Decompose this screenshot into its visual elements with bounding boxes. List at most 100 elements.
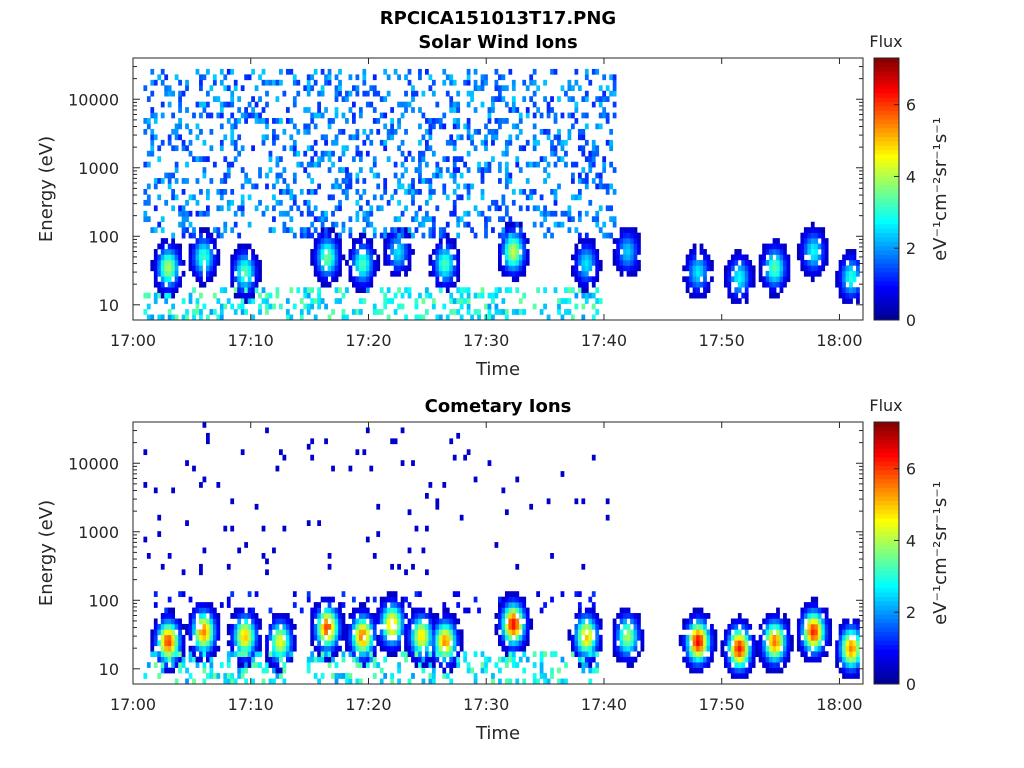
- spectrogram-cell: [341, 112, 346, 119]
- spectrogram-cell: [598, 259, 603, 266]
- spectrogram-cell: [772, 287, 777, 294]
- spectrogram-cell: [355, 281, 360, 288]
- spectrogram-cell: [365, 150, 370, 157]
- spectrogram-cell: [386, 645, 391, 652]
- spectrogram-cell: [181, 623, 186, 630]
- spectrogram-cell: [310, 656, 315, 663]
- spectrogram-cell: [786, 645, 791, 652]
- spectrogram-cell: [588, 292, 593, 299]
- spectrogram-cell: [428, 74, 433, 81]
- spectrogram-cell: [247, 613, 252, 619]
- spectrogram-cell: [192, 259, 196, 266]
- spectrogram-cell: [564, 210, 568, 217]
- spectrogram-cell: [199, 210, 203, 217]
- spectrogram-cell: [244, 172, 249, 179]
- spectrogram-cell: [706, 634, 711, 641]
- spectrogram-cell: [842, 292, 846, 299]
- spectrogram-cell: [313, 189, 318, 195]
- spectrogram-cell: [160, 281, 165, 288]
- spectrogram-cell: [498, 243, 502, 250]
- spectrogram-cell: [157, 243, 162, 250]
- spectrogram-cell: [226, 68, 231, 75]
- spectrogram-cell: [324, 150, 328, 157]
- spectrogram-cell: [588, 645, 593, 652]
- spectrogram-cell: [803, 270, 808, 277]
- spectrogram-cell: [418, 651, 422, 658]
- spectrogram-cell: [449, 265, 454, 272]
- spectrogram-cell: [272, 134, 276, 141]
- spectrogram-cell: [199, 651, 203, 658]
- spectrogram-cell: [532, 189, 537, 195]
- spectrogram-cell: [501, 613, 506, 619]
- spectrogram-cell: [365, 536, 370, 543]
- spectrogram-cell: [365, 645, 370, 652]
- spectrogram-cell: [355, 178, 360, 184]
- spectrogram-cell: [317, 183, 322, 190]
- spectrogram-cell: [790, 645, 794, 652]
- spectrogram-cell: [758, 634, 763, 641]
- spectrogram-cell: [237, 118, 242, 124]
- spectrogram-cell: [633, 629, 638, 636]
- spectrogram-cell: [334, 254, 339, 261]
- spectrogram-cell: [265, 667, 269, 674]
- spectrogram-cell: [404, 227, 408, 233]
- spectrogram-cell: [769, 276, 773, 283]
- spectrogram-cell: [324, 613, 328, 619]
- spectrogram-cell: [167, 139, 172, 146]
- spectrogram-cell: [206, 629, 210, 636]
- spectrogram-cell: [258, 634, 262, 641]
- spectrogram-cell: [400, 613, 405, 619]
- spectrogram-cell: [164, 270, 169, 277]
- y-tick-label: 1000: [78, 159, 119, 178]
- spectrogram-cell: [515, 238, 520, 244]
- spectrogram-cell: [153, 591, 158, 597]
- spectrogram-cell: [584, 281, 589, 288]
- spectrogram-cell: [313, 254, 318, 261]
- spectrogram-cell: [498, 596, 502, 603]
- y-tick-label: 100: [88, 227, 119, 246]
- spectrogram-cell: [630, 634, 634, 641]
- spectrogram-cell: [466, 292, 471, 299]
- spectrogram-cell: [550, 651, 554, 658]
- spectrogram-cell: [397, 183, 401, 190]
- spectrogram-cell: [428, 662, 433, 668]
- spectrogram-cell: [418, 607, 422, 614]
- spectrogram-cell: [338, 79, 342, 86]
- spectrogram-cell: [352, 259, 356, 266]
- spectrogram-cell: [164, 90, 169, 97]
- spectrogram-cell: [459, 645, 464, 652]
- spectrogram-cell: [167, 618, 172, 625]
- spectrogram-cell: [633, 656, 638, 663]
- spectrogram-cell: [324, 74, 328, 81]
- spectrogram-cell: [543, 651, 547, 658]
- spectrogram-cell: [143, 85, 148, 92]
- spectrogram-cell: [626, 254, 631, 261]
- spectrogram-cell: [331, 673, 335, 679]
- spectrogram-cell: [355, 85, 360, 92]
- spectrogram-cell: [261, 134, 266, 141]
- colorbar-segment: [874, 557, 899, 563]
- spectrogram-cell: [240, 276, 245, 283]
- spectrogram-cell: [195, 259, 200, 266]
- spectrogram-cell: [477, 309, 481, 315]
- spectrogram-cell: [581, 498, 586, 505]
- spectrogram-cell: [240, 194, 245, 201]
- spectrogram-cell: [692, 287, 697, 294]
- spectrogram-cell: [418, 178, 422, 184]
- spectrogram-cell: [442, 656, 447, 663]
- spectrogram-cell: [435, 161, 440, 168]
- spectrogram-cell: [393, 309, 398, 315]
- spectrogram-cell: [852, 673, 857, 679]
- spectrogram-cell: [689, 276, 693, 283]
- spectrogram-cell: [275, 79, 280, 86]
- spectrogram-cell: [247, 281, 252, 288]
- spectrogram-cell: [237, 259, 242, 266]
- spectrogram-cell: [261, 118, 266, 124]
- spectrogram-cell: [251, 68, 255, 75]
- colorbar-segment: [874, 167, 899, 172]
- spectrogram-cell: [595, 651, 600, 658]
- x-tick-label: 17:50: [699, 695, 745, 714]
- spectrogram-cell: [397, 249, 401, 255]
- spectrogram-cell: [557, 303, 561, 310]
- spectrogram-cell: [261, 68, 266, 75]
